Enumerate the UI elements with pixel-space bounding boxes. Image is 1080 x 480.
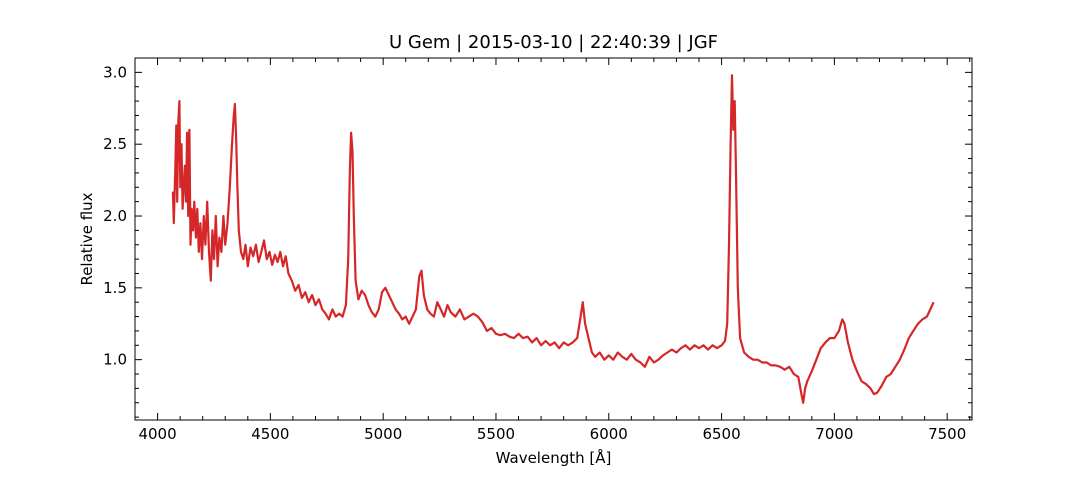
chart-title: U Gem | 2015-03-10 | 22:40:39 | JGF [389, 32, 718, 53]
plot-frame [134, 57, 973, 421]
y-tick-label: 2.0 [103, 207, 127, 225]
x-axis-ticks: 4000 4500 5000 5500 6000 6500 7000 7500 [134, 58, 971, 443]
spectrum-series-line-0 [171, 74, 935, 404]
x-tick-label: 4000 [138, 425, 176, 443]
x-tick-label: 7000 [815, 425, 853, 443]
y-tick-label: 1.5 [103, 279, 127, 297]
x-axis-label: Wavelength [Å] [496, 448, 612, 467]
x-tick-label: 6500 [702, 425, 740, 443]
y-axis-label: Relative flux [78, 192, 96, 285]
y-tick-label: 1.0 [103, 351, 127, 369]
x-tick-label: 5500 [477, 425, 515, 443]
x-tick-label: 7500 [928, 425, 966, 443]
series-layer [171, 74, 935, 404]
y-tick-label: 2.5 [103, 135, 127, 153]
y-axis-ticks: 1.0 1.5 2.0 2.5 3.0 [103, 57, 972, 418]
y-tick-label: 3.0 [103, 63, 127, 81]
plot-frame-group [134, 57, 973, 421]
x-tick-label: 4500 [251, 425, 289, 443]
x-tick-label: 6000 [590, 425, 628, 443]
x-tick-label: 5000 [364, 425, 402, 443]
